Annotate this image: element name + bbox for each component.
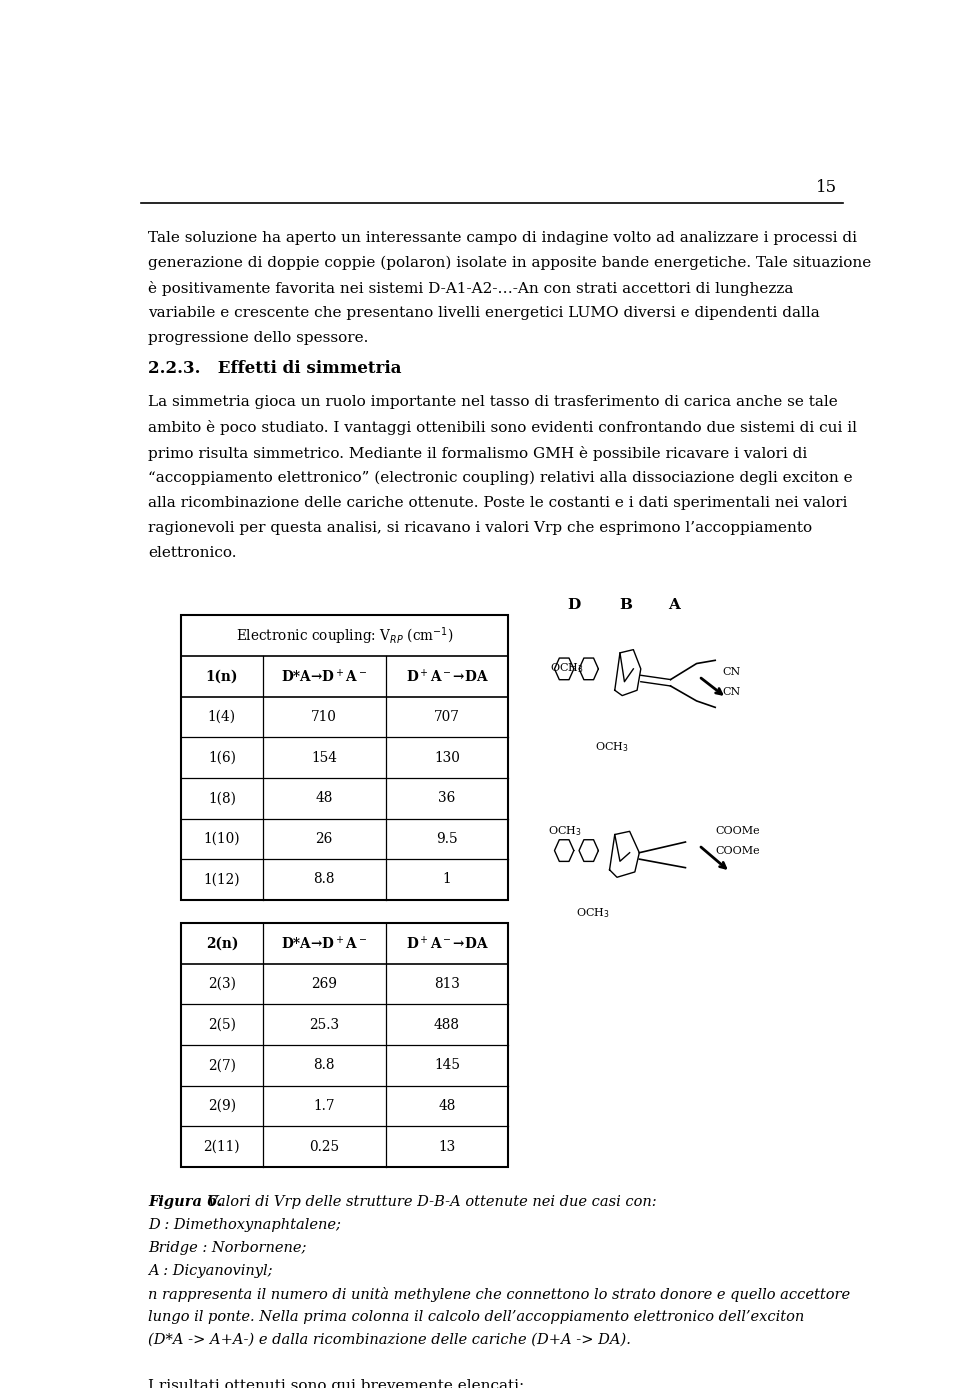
Text: lungo il ponte. Nella prima colonna il calcolo dell’accoppiamento elettronico de: lungo il ponte. Nella prima colonna il c… [148, 1310, 804, 1324]
Text: OCH$_3$: OCH$_3$ [576, 906, 610, 920]
Text: I risultati ottenuti sono qui brevemente elencati:: I risultati ottenuti sono qui brevemente… [148, 1380, 524, 1388]
Text: 2(5): 2(5) [208, 1017, 236, 1031]
Text: D$^+$A$^-$→DA: D$^+$A$^-$→DA [405, 668, 489, 686]
Text: 2(9): 2(9) [208, 1099, 236, 1113]
Text: CN: CN [723, 687, 741, 697]
Text: variabile e crescente che presentano livelli energetici LUMO diversi e dipendent: variabile e crescente che presentano liv… [148, 305, 820, 321]
Text: 1(6): 1(6) [208, 751, 236, 765]
Text: 488: 488 [434, 1017, 460, 1031]
Text: 1(4): 1(4) [208, 711, 236, 725]
Text: 1: 1 [443, 873, 451, 887]
Text: D : Dimethoxynaphtalene;: D : Dimethoxynaphtalene; [148, 1217, 341, 1231]
Text: 9.5: 9.5 [436, 831, 458, 845]
Text: Electronic coupling: V$_{RP}$ (cm$^{-1}$): Electronic coupling: V$_{RP}$ (cm$^{-1}$… [236, 625, 453, 647]
Text: 25.3: 25.3 [309, 1017, 339, 1031]
Text: COOMe: COOMe [715, 845, 759, 855]
Text: generazione di doppie coppie (polaron) isolate in apposite bande energetiche. Ta: generazione di doppie coppie (polaron) i… [148, 255, 872, 271]
Text: Figura 6.: Figura 6. [148, 1195, 223, 1209]
Text: n rappresenta il numero di unità methylene che connettono lo strato donore e que: n rappresenta il numero di unità methyle… [148, 1287, 851, 1302]
Text: La simmetria gioca un ruolo importante nel tasso di trasferimento di carica anch: La simmetria gioca un ruolo importante n… [148, 396, 838, 409]
Text: 2(11): 2(11) [204, 1140, 240, 1153]
Text: 48: 48 [439, 1099, 456, 1113]
Text: 1(n): 1(n) [205, 669, 238, 683]
Text: A : Dicyanovinyl;: A : Dicyanovinyl; [148, 1263, 273, 1277]
Text: 1.7: 1.7 [314, 1099, 335, 1113]
Text: 13: 13 [439, 1140, 456, 1153]
Text: 710: 710 [311, 711, 337, 725]
Text: 1(10): 1(10) [204, 831, 240, 845]
Bar [181, 615, 509, 899]
Text: 0.25: 0.25 [309, 1140, 339, 1153]
Text: 8.8: 8.8 [314, 1059, 335, 1073]
Text: 2(3): 2(3) [208, 977, 236, 991]
Text: Tale soluzione ha aperto un interessante campo di indagine volto ad analizzare i: Tale soluzione ha aperto un interessante… [148, 230, 857, 244]
Text: 2(n): 2(n) [205, 937, 238, 951]
Text: ragionevoli per questa analisi, si ricavano i valori Vrp che esprimono l’accoppi: ragionevoli per questa analisi, si ricav… [148, 520, 812, 534]
Text: 26: 26 [316, 831, 333, 845]
Text: OCH$_3$: OCH$_3$ [594, 740, 629, 754]
Text: D*A→D$^+$A$^-$: D*A→D$^+$A$^-$ [281, 668, 368, 686]
Text: 8.8: 8.8 [314, 873, 335, 887]
Text: 1(8): 1(8) [208, 791, 236, 805]
Text: 15: 15 [816, 179, 837, 196]
Text: OCH$_3$: OCH$_3$ [548, 824, 582, 837]
Text: 269: 269 [311, 977, 337, 991]
Text: (D*A -> A+A-) e dalla ricombinazione delle cariche (D+A -> DA).: (D*A -> A+A-) e dalla ricombinazione del… [148, 1332, 631, 1346]
Text: 145: 145 [434, 1059, 460, 1073]
Text: CN: CN [723, 668, 741, 677]
Text: 2(7): 2(7) [208, 1059, 236, 1073]
Bar [181, 923, 509, 1167]
Text: ambito è poco studiato. I vantaggi ottenibili sono evidenti confrontando due sis: ambito è poco studiato. I vantaggi otten… [148, 421, 857, 436]
Text: Valori di Vrp delle strutture D-B-A ottenute nei due casi con:: Valori di Vrp delle strutture D-B-A otte… [203, 1195, 657, 1209]
Text: OCH$_3$: OCH$_3$ [550, 662, 584, 675]
Text: Bridge : Norbornene;: Bridge : Norbornene; [148, 1241, 306, 1255]
Text: 813: 813 [434, 977, 460, 991]
Text: A: A [668, 598, 681, 612]
Text: alla ricombinazione delle cariche ottenute. Poste le costanti e i dati speriment: alla ricombinazione delle cariche ottenu… [148, 496, 848, 509]
Text: 1(12): 1(12) [204, 873, 240, 887]
Text: è positivamente favorita nei sistemi D-A1-A2-…-An con strati accettori di lunghe: è positivamente favorita nei sistemi D-A… [148, 280, 794, 296]
Text: “accoppiamento elettronico” (electronic coupling) relativi alla dissociazione de: “accoppiamento elettronico” (electronic … [148, 471, 852, 484]
Text: elettronico.: elettronico. [148, 545, 237, 559]
Text: D: D [567, 598, 581, 612]
Text: primo risulta simmetrico. Mediante il formalismo GMH è possibile ricavare i valo: primo risulta simmetrico. Mediante il fo… [148, 446, 807, 461]
Text: 154: 154 [311, 751, 337, 765]
Text: 48: 48 [316, 791, 333, 805]
Text: 130: 130 [434, 751, 460, 765]
Text: D*A→D$^+$A$^-$: D*A→D$^+$A$^-$ [281, 936, 368, 952]
Text: 707: 707 [434, 711, 460, 725]
Text: 36: 36 [439, 791, 456, 805]
Text: D$^+$A$^-$→DA: D$^+$A$^-$→DA [405, 936, 489, 952]
Text: COOMe: COOMe [715, 826, 759, 837]
Text: progressione dello spessore.: progressione dello spessore. [148, 332, 369, 346]
Text: B: B [619, 598, 633, 612]
Text: 2.2.3.   Effetti di simmetria: 2.2.3. Effetti di simmetria [148, 359, 402, 378]
